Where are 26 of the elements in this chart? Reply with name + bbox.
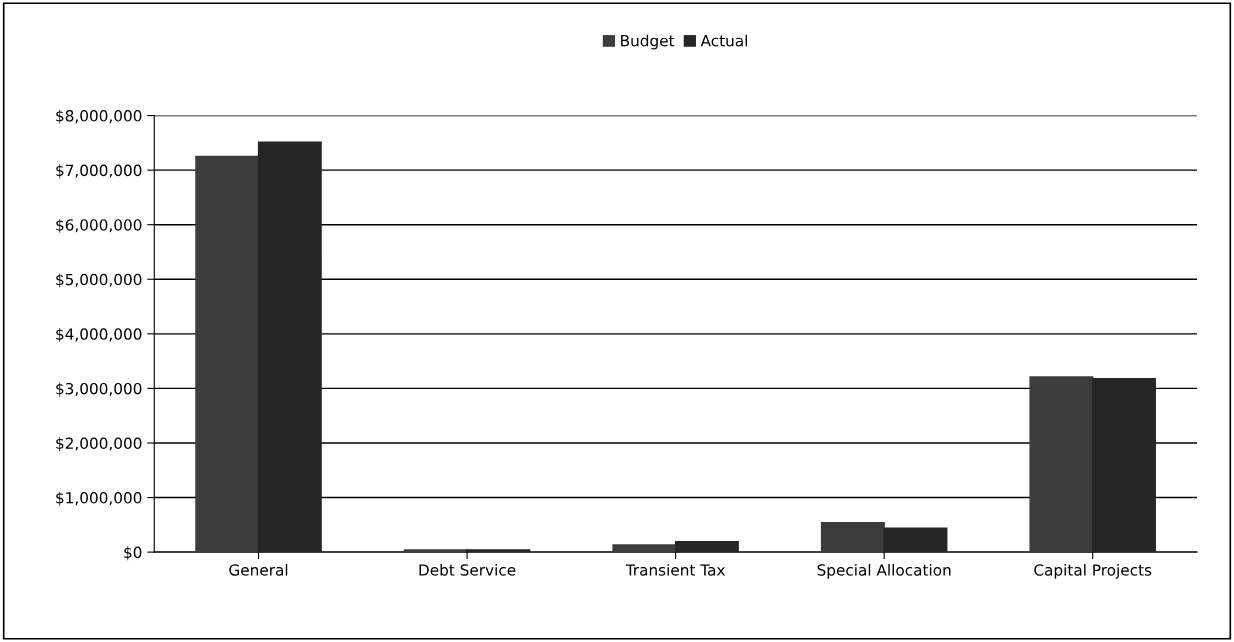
- x-tick-label: General: [229, 563, 288, 576]
- bar: [466, 549, 531, 553]
- y-tick-label: $8,000,000: [56, 109, 142, 124]
- legend-label: Budget: [621, 34, 675, 50]
- bar: [403, 549, 468, 553]
- y-tick-label: $4,000,000: [56, 328, 142, 342]
- x-tick-label: Capital Projects: [1034, 563, 1152, 579]
- bar: [1029, 376, 1094, 553]
- y-tick-label: $1,000,000: [56, 491, 142, 506]
- bar: [883, 527, 948, 553]
- y-tick-label: $6,000,000: [56, 218, 142, 233]
- y-tick-label: $0: [124, 546, 142, 561]
- bar: [820, 521, 885, 553]
- y-tick-label: $2,000,000: [56, 437, 142, 452]
- y-tick-label: $5,000,000: [56, 273, 142, 288]
- x-tick-label: Debt Service: [419, 563, 516, 576]
- bar: [1092, 377, 1156, 553]
- bar: [257, 141, 322, 553]
- bar: [195, 155, 260, 553]
- y-tick-label: $3,000,000: [56, 382, 142, 397]
- bar: [612, 544, 677, 553]
- bar: [674, 541, 739, 553]
- x-tick-label: Transient Tax: [625, 563, 725, 576]
- y-tick-label: $7,000,000: [56, 164, 142, 179]
- x-tick-label: Special Allocation: [817, 563, 951, 579]
- legend-label: Actual: [700, 34, 747, 47]
